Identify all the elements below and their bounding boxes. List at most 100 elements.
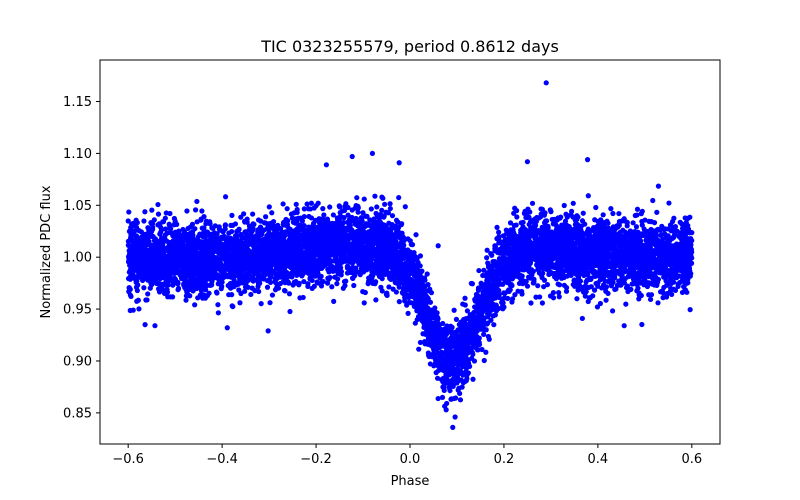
data-point [274,284,280,291]
data-point [338,269,345,275]
data-point [334,281,340,287]
data-point [188,230,194,236]
data-point [222,194,229,200]
data-point [610,210,616,217]
data-point [488,250,494,257]
data-point [336,203,342,209]
data-point [613,286,619,292]
data-point [438,349,445,355]
data-point [469,311,475,318]
data-point [484,247,490,253]
data-point [507,220,514,226]
data-point [351,282,357,289]
data-point [329,284,335,290]
data-point [580,210,586,216]
data-point [294,209,300,216]
data-point [130,307,136,313]
data-point [195,295,201,301]
data-point [267,300,273,306]
data-point [557,282,563,288]
data-point [167,210,173,217]
chart-title: TIC 0323255579, period 0.8612 days [260,37,559,56]
data-point [405,310,411,316]
data-points [125,80,695,430]
data-point [386,284,392,290]
data-point [554,226,560,232]
data-point [654,209,660,215]
data-point [301,206,307,212]
data-point [263,214,269,220]
data-point [264,284,271,290]
data-point [143,297,149,303]
data-point [331,298,337,304]
data-point [600,212,606,218]
data-point [481,331,487,337]
data-point [239,274,246,280]
data-point [201,214,207,220]
data-point [126,209,132,215]
data-point [633,224,640,230]
data-point [556,294,562,300]
data-point [585,193,591,199]
data-point [687,307,693,313]
data-point [564,273,570,279]
data-point [457,397,464,403]
data-point [468,280,474,287]
data-point [616,210,622,217]
data-point [361,196,367,202]
data-point [494,224,500,230]
data-point [210,225,216,232]
data-point [141,285,147,291]
data-point [368,206,374,212]
data-point [309,230,315,236]
data-point [556,290,562,296]
data-point [642,217,648,223]
data-point [593,204,599,211]
data-point [229,212,235,218]
data-point [335,276,341,282]
data-point [524,283,531,289]
data-point [286,291,293,297]
data-point [385,210,392,216]
data-point [355,209,361,215]
data-point [269,292,276,298]
data-point [218,286,224,292]
data-point [630,220,636,226]
data-point [373,297,379,303]
data-point [529,200,536,206]
data-point [667,237,673,244]
data-point [282,288,288,294]
data-point [424,271,430,277]
data-point [360,210,366,216]
data-point [354,195,360,201]
data-point [241,211,247,217]
data-point [413,232,419,238]
data-point [304,201,310,207]
data-point [306,213,312,220]
data-point [396,299,402,305]
data-point [479,346,485,353]
data-point [382,201,388,207]
data-point [550,290,557,296]
data-point [570,200,576,206]
data-point [125,218,131,224]
data-point [678,230,685,236]
data-point [206,290,212,296]
data-point [164,289,171,295]
data-point [539,206,545,212]
data-point [634,206,641,212]
data-point [389,213,396,219]
data-point [427,361,433,367]
data-point [541,277,548,283]
data-point [655,276,661,282]
data-point [361,300,367,306]
data-point [136,306,142,312]
data-point [476,267,482,274]
data-point [308,200,315,206]
data-point [250,221,256,227]
data-point [258,218,264,224]
data-point [192,226,198,232]
data-point [603,297,609,303]
data-point [484,255,490,261]
data-point [372,193,378,199]
